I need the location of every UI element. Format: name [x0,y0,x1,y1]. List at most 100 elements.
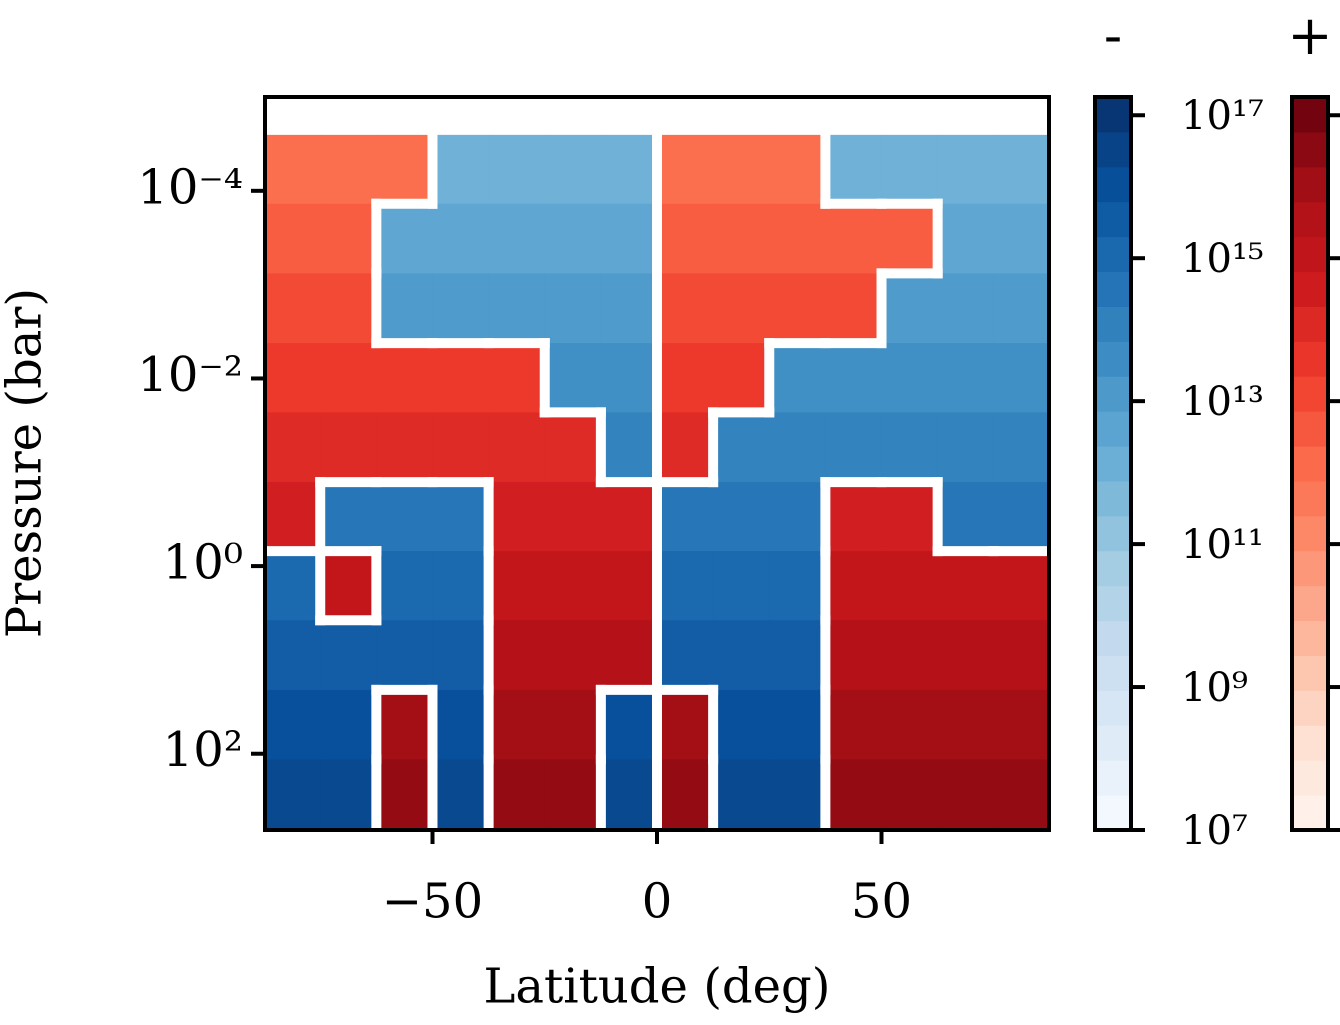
contour-cell [937,620,995,691]
contour-cell [769,134,826,205]
contour-cell [432,689,490,760]
contour-cell [376,620,433,691]
contour-cell [376,134,433,205]
contour-cell [993,689,1049,760]
contour-cell [265,551,321,621]
x-tick-label: 50 [851,874,912,930]
colorbar-band [1095,620,1131,656]
colorbar-band [1292,411,1328,447]
contour-cell [713,759,770,830]
contour-cell [265,273,321,344]
contour-cell [376,759,433,830]
contour-cell [657,134,714,205]
contour-cell [600,203,658,274]
contour-cell [320,134,377,205]
contour-cell [432,620,490,691]
colorbar-band [1095,376,1131,412]
contour-cell [993,412,1049,483]
colorbar-band [1095,306,1131,342]
contour-cell [993,343,1049,413]
colorbar-band [1095,725,1131,761]
contour-cell [320,689,377,760]
contour-cell [544,620,602,691]
contour-cell [769,203,826,274]
contour-cell [320,343,377,413]
contour-cell [881,551,939,621]
colorbar: - 10⁷ 10⁹ 10¹¹ 10¹³ 10¹⁵ 10¹⁷ [1093,4,1264,854]
colorbar-band [1292,760,1328,796]
contour-cell [544,759,602,830]
contour-cell [544,551,602,621]
contour-cell [600,482,658,552]
colorbar-frame [1093,95,1133,832]
colorbar-band [1292,446,1328,482]
colorbar-band [1095,97,1131,133]
contour-cell [488,482,546,552]
contour-cell [657,482,714,552]
colorbar-frame [1290,95,1330,832]
contour-cell [320,482,377,552]
contour-cell [769,689,826,760]
colorbar-band [1292,795,1328,831]
contour-cell [376,482,433,552]
contour-cell [881,759,939,830]
contour-cell [993,482,1049,552]
x-axis-label: Latitude (deg) [483,959,830,1015]
contour-cell [993,759,1049,830]
contour-cell [432,412,490,483]
contour-cell [993,551,1049,621]
contour-cell [376,343,433,413]
contour-cell [544,134,602,205]
colorbar-band [1292,585,1328,622]
contour-cell [881,273,939,344]
contour-cell [657,620,714,691]
colorbar-tick-label: 10¹¹ [1181,522,1264,568]
x-tick-label: −50 [382,874,483,930]
colorbar-band [1095,341,1131,377]
contour-cell [881,412,939,483]
contour-cell [713,620,770,691]
contour-cell [713,343,770,413]
colorbar-tick-label: 10¹⁵ [1181,236,1264,282]
contour-cell [937,482,995,552]
contour-cell [657,412,714,483]
contour-cell [600,759,658,830]
colorbar-band [1095,795,1131,831]
contour-cell [881,134,939,205]
contour-cell [432,343,490,413]
contour-cell [544,412,602,483]
y-tick-label: 10⁻² [137,347,243,403]
colorbar-title: + [1287,4,1332,67]
contour-cell [320,412,377,483]
colorbar-band [1292,550,1328,587]
contour-cell [769,620,826,691]
colorbar-band [1095,480,1131,517]
contour-cell [713,273,770,344]
y-tick-label: 10⁻⁴ [137,159,243,215]
contour-cell [544,343,602,413]
contour-cell [544,273,602,344]
contour-cell [713,412,770,483]
contour-cell [376,689,433,760]
contour-cell [657,689,714,760]
contour-cell [432,551,490,621]
contour-cell [769,343,826,413]
contour-cell [320,203,377,274]
contour-cell [825,273,883,344]
contour-cell [881,343,939,413]
contour-cell [769,273,826,344]
contour-cell [825,482,883,552]
contour-cell [713,551,770,621]
contour-cell [993,273,1049,344]
contour-cell [825,689,883,760]
colorbar-band [1292,655,1328,691]
colorbar-band [1292,515,1328,552]
contour-cell [713,203,770,274]
contour-cell [881,482,939,552]
contour-cell [376,273,433,344]
colorbar-band [1095,550,1131,587]
contour-cell [544,482,602,552]
colorbar-band [1292,690,1328,726]
colorbar-tick-label: 10⁹ [1181,665,1248,711]
contour-cell [657,343,714,413]
